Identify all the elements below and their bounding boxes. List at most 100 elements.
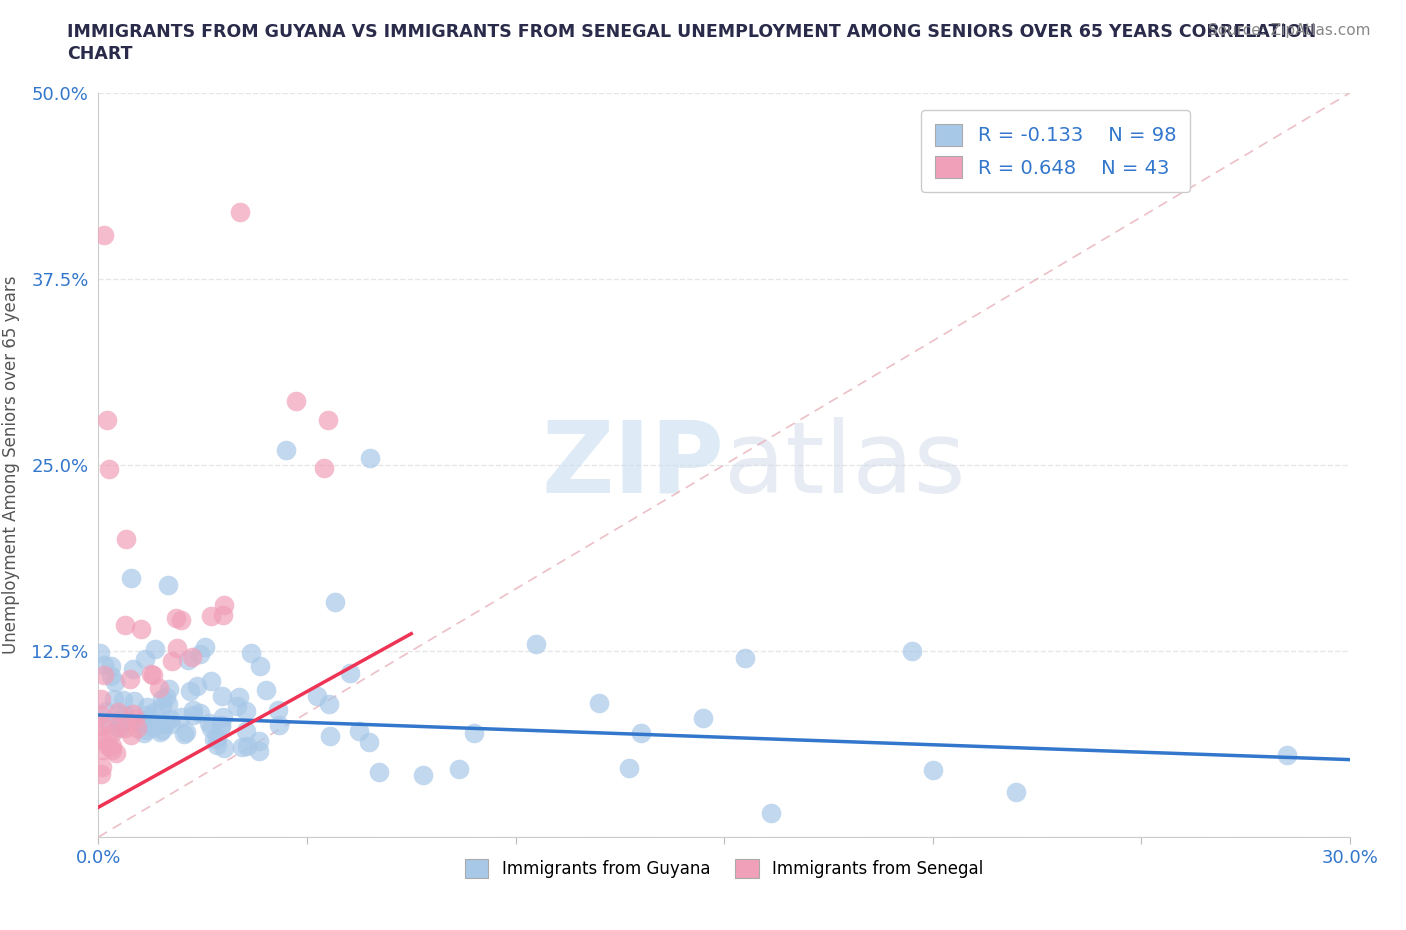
- Point: [359, 450, 381, 465]
- Point: [734, 651, 756, 666]
- Point: [135, 723, 157, 737]
- Point: [236, 739, 259, 754]
- Point: [339, 665, 361, 680]
- Point: [247, 734, 270, 749]
- Point: [231, 739, 253, 754]
- Point: [449, 762, 471, 777]
- Point: [118, 671, 141, 686]
- Point: [148, 681, 170, 696]
- Point: [114, 720, 136, 735]
- Point: [103, 675, 125, 690]
- Point: [160, 654, 183, 669]
- Point: [247, 744, 270, 759]
- Point: [91, 733, 114, 748]
- Point: [214, 740, 236, 755]
- Point: [96, 413, 118, 428]
- Point: [127, 721, 149, 736]
- Point: [101, 742, 124, 757]
- Point: [97, 739, 120, 754]
- Point: [159, 712, 181, 727]
- Point: [122, 661, 145, 676]
- Point: [921, 763, 943, 777]
- Point: [93, 668, 115, 683]
- Point: [463, 725, 485, 740]
- Text: Source: ZipAtlas.com: Source: ZipAtlas.com: [1208, 23, 1371, 38]
- Point: [150, 723, 173, 737]
- Point: [180, 649, 202, 664]
- Point: [200, 674, 222, 689]
- Point: [139, 715, 162, 730]
- Point: [111, 692, 134, 707]
- Point: [114, 708, 136, 723]
- Point: [90, 760, 112, 775]
- Point: [526, 636, 548, 651]
- Point: [194, 639, 217, 654]
- Point: [209, 718, 232, 733]
- Point: [274, 443, 298, 458]
- Point: [100, 659, 122, 674]
- Point: [98, 717, 121, 732]
- Point: [155, 717, 177, 732]
- Point: [188, 705, 211, 720]
- Point: [225, 698, 247, 713]
- Point: [156, 697, 179, 711]
- Point: [101, 738, 124, 753]
- Point: [124, 711, 146, 726]
- Point: [174, 725, 197, 740]
- Point: [122, 707, 145, 722]
- Point: [94, 703, 117, 718]
- Point: [165, 610, 187, 625]
- Point: [347, 724, 370, 738]
- Point: [142, 704, 165, 719]
- Point: [93, 718, 115, 733]
- Point: [630, 725, 652, 740]
- Point: [316, 413, 339, 428]
- Point: [205, 737, 228, 752]
- Point: [249, 659, 271, 674]
- Point: [229, 205, 252, 219]
- Point: [307, 689, 329, 704]
- Point: [150, 699, 173, 714]
- Point: [197, 716, 219, 731]
- Point: [101, 725, 124, 740]
- Y-axis label: Unemployment Among Seniors over 65 years: Unemployment Among Seniors over 65 years: [3, 276, 20, 654]
- Point: [318, 697, 340, 711]
- Point: [156, 578, 179, 592]
- Point: [267, 703, 290, 718]
- Point: [157, 682, 180, 697]
- Point: [177, 653, 200, 668]
- Point: [108, 717, 131, 732]
- Text: atlas: atlas: [724, 417, 966, 513]
- Text: ZIP: ZIP: [541, 417, 724, 513]
- Point: [143, 642, 166, 657]
- Point: [124, 693, 146, 708]
- Legend: Immigrants from Guyana, Immigrants from Senegal: Immigrants from Guyana, Immigrants from …: [458, 852, 990, 884]
- Point: [254, 682, 277, 697]
- Point: [588, 696, 610, 711]
- Point: [1005, 785, 1028, 800]
- Point: [235, 703, 257, 718]
- Point: [240, 645, 263, 660]
- Point: [211, 688, 233, 703]
- Point: [209, 718, 232, 733]
- Point: [284, 393, 307, 408]
- Point: [136, 699, 159, 714]
- Text: CHART: CHART: [67, 45, 134, 62]
- Point: [93, 658, 115, 672]
- Point: [107, 704, 129, 719]
- Point: [212, 710, 235, 724]
- Point: [155, 689, 177, 704]
- Point: [142, 719, 165, 734]
- Point: [228, 689, 250, 704]
- Point: [692, 711, 714, 725]
- Point: [181, 703, 204, 718]
- Point: [142, 668, 165, 683]
- Point: [617, 761, 640, 776]
- Point: [120, 571, 142, 586]
- Point: [91, 743, 114, 758]
- Point: [90, 692, 112, 707]
- Point: [314, 460, 336, 475]
- Point: [97, 461, 120, 476]
- Point: [1277, 748, 1299, 763]
- Point: [173, 726, 195, 741]
